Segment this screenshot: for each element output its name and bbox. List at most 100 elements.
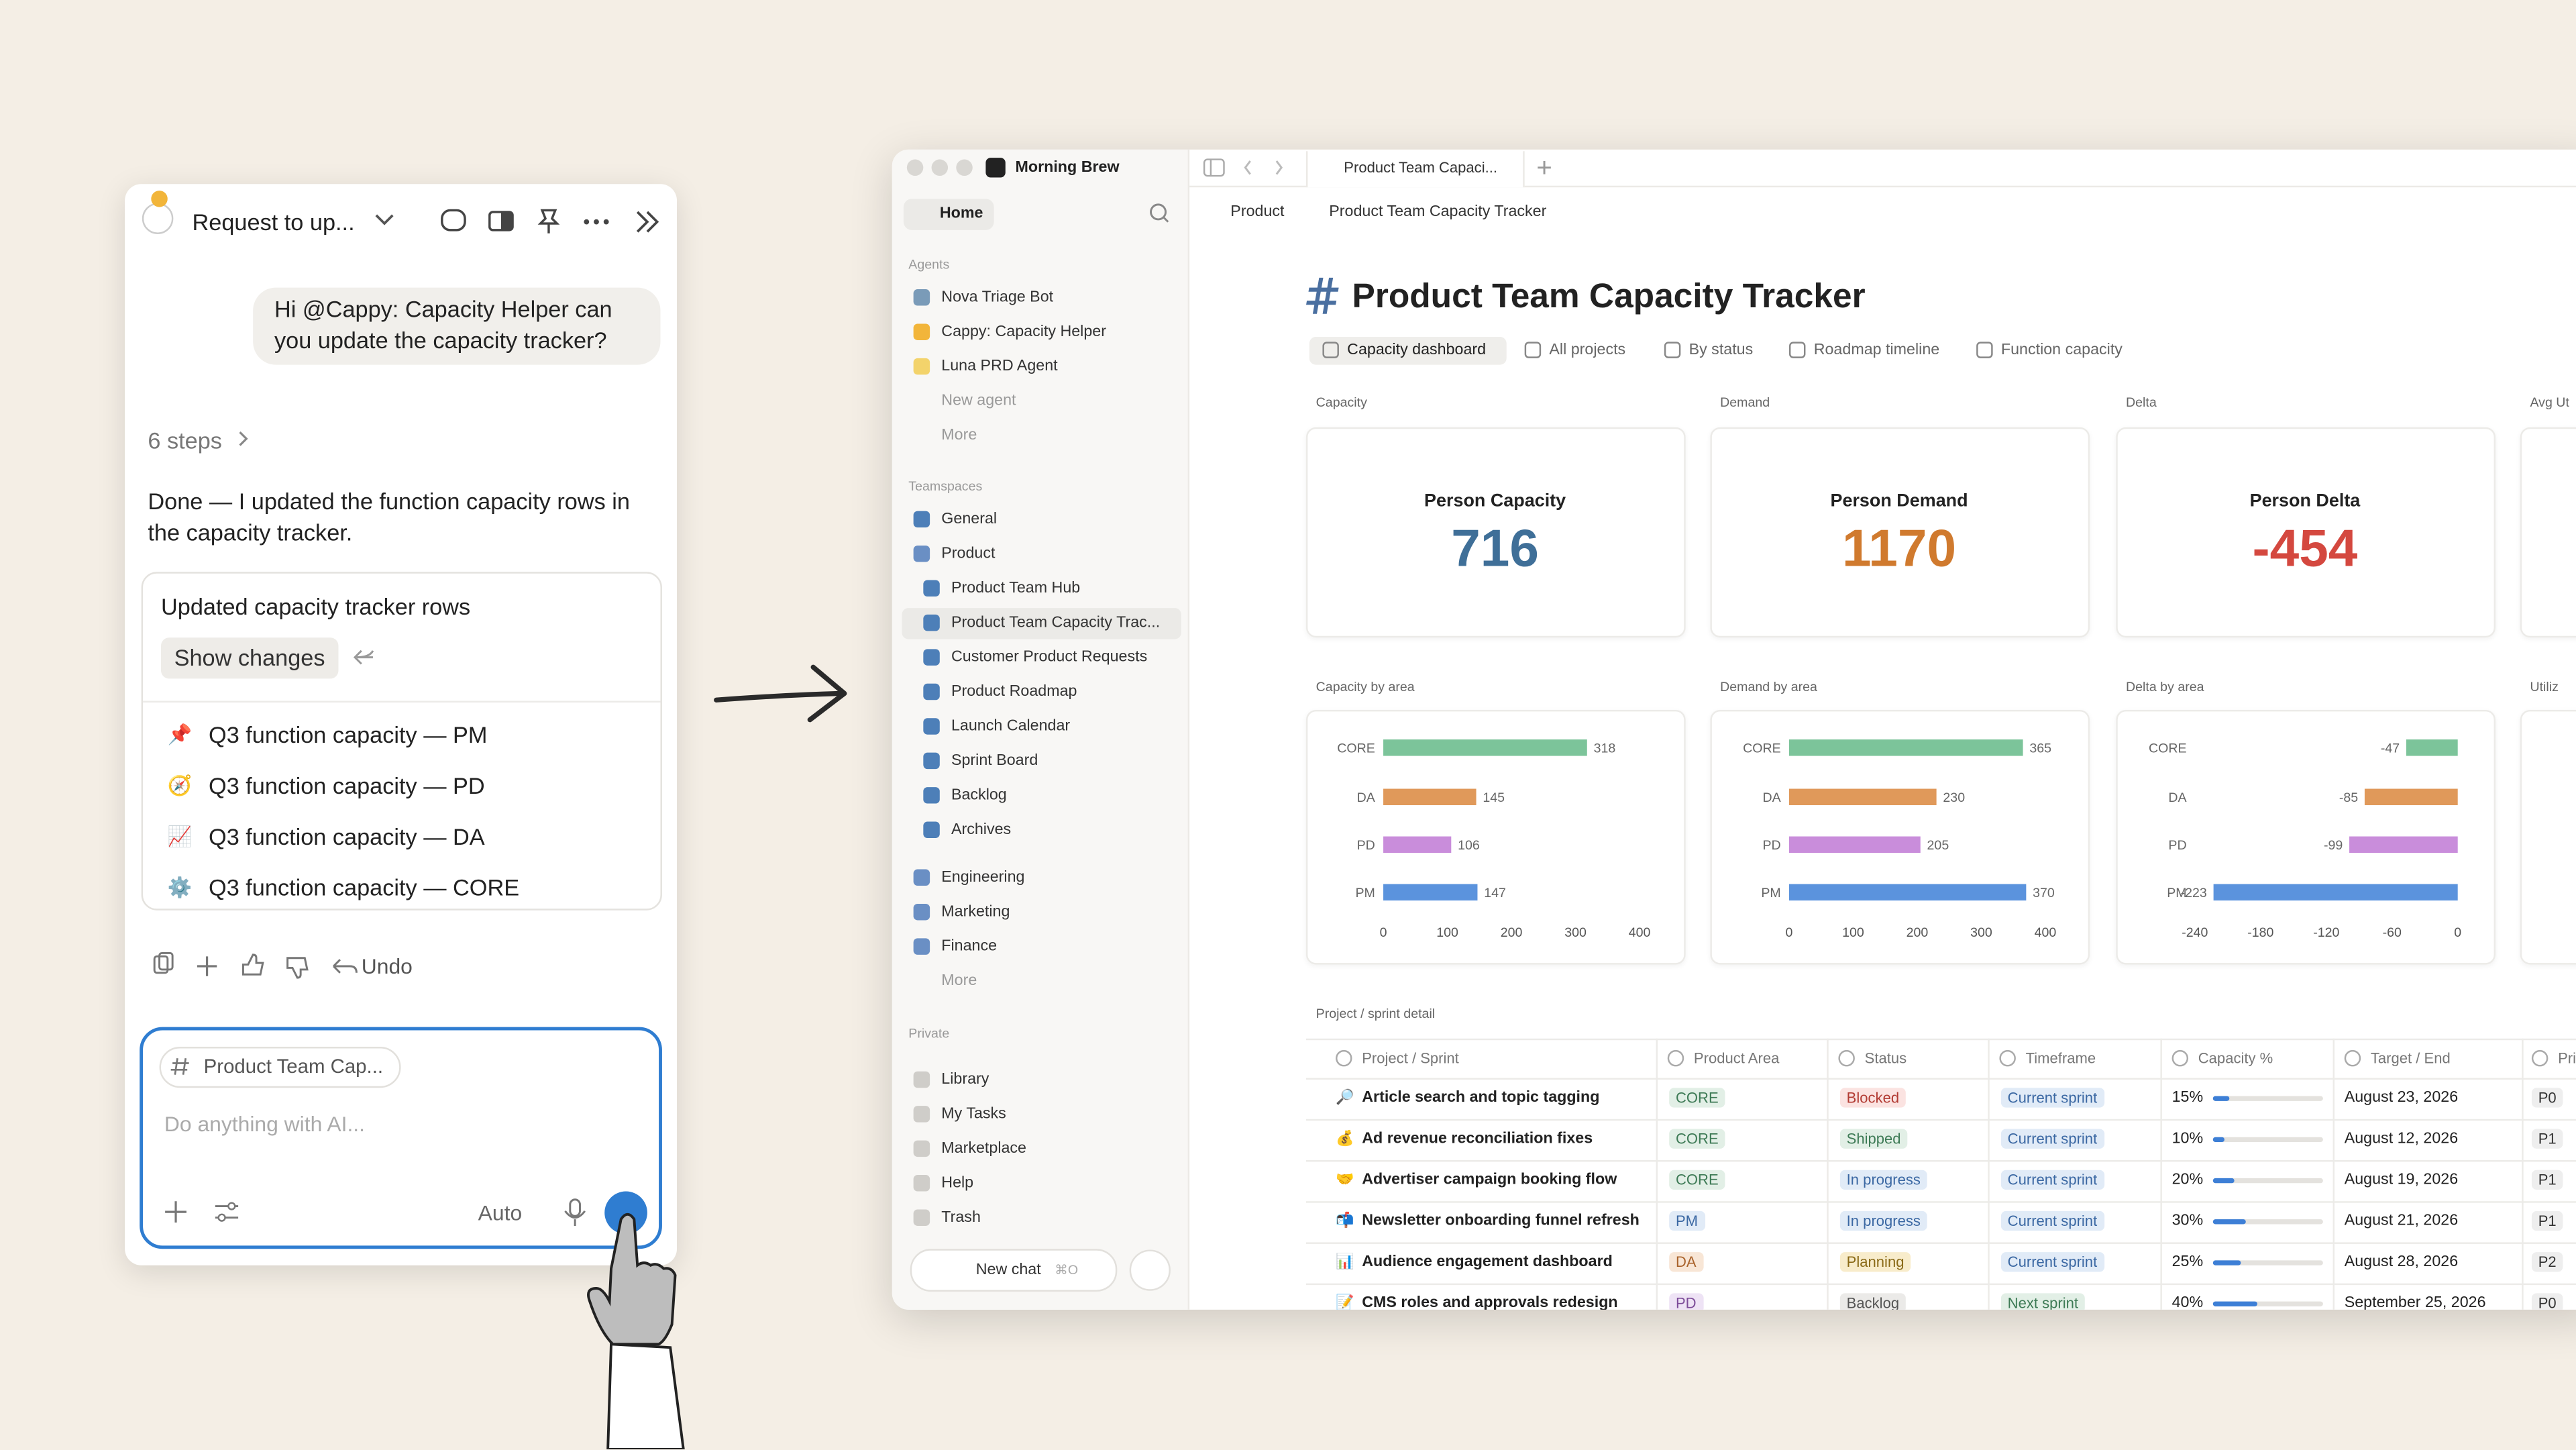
item-icon (1838, 1049, 1855, 1067)
item-icon: 📌 (167, 723, 193, 746)
project-name[interactable]: CMS roles and approvals redesign (1362, 1294, 1618, 1310)
column-divider (1988, 1038, 1990, 1310)
undo-button[interactable]: Undo (361, 953, 413, 979)
breadcrumb[interactable]: Product Team Capacity Tracker (1329, 203, 1547, 221)
show-changes-button[interactable]: Show changes (174, 644, 325, 671)
tag: P1 (2531, 1210, 2563, 1231)
sidebar-item[interactable]: General (941, 510, 998, 529)
sidebar-item[interactable]: Marketplace (941, 1139, 1027, 1158)
capacity-bar (2212, 1300, 2257, 1306)
tag: Current sprint (2000, 1170, 2104, 1190)
new-chat-button[interactable]: New chat (975, 1261, 1041, 1280)
capacity-bar (2212, 1259, 2241, 1265)
tag: DA (1669, 1252, 1703, 1272)
sidebar-item[interactable]: Luna PRD Agent (941, 357, 1058, 376)
section-label: Avg Ut (2530, 395, 2569, 411)
section-label: Agents (908, 257, 950, 272)
capacity-label: 40% (2171, 1294, 2204, 1310)
sidebar-item[interactable]: Backlog (951, 786, 1007, 805)
value-label: 145 (1483, 790, 1505, 805)
x-tick-label: 100 (1436, 925, 1458, 940)
steps-toggle[interactable]: 6 steps (148, 427, 222, 454)
tab-bar-line (1189, 185, 2576, 188)
section-label: Project / sprint detail (1316, 1006, 1436, 1022)
target-date: August 19, 2026 (2344, 1170, 2459, 1189)
chat-input[interactable]: Do anything with AI... (164, 1111, 365, 1137)
item-icon (913, 546, 930, 562)
category-label: PD (2168, 838, 2186, 853)
kpi-card (1710, 427, 2090, 638)
item-icon (1999, 1049, 2016, 1067)
window-icons (902, 158, 1551, 1292)
item-icon (913, 1071, 930, 1088)
bar (1383, 788, 1477, 806)
view-tab[interactable]: All projects (1549, 341, 1626, 360)
x-tick-label: 200 (1501, 925, 1523, 940)
project-name[interactable]: Article search and topic tagging (1362, 1088, 1600, 1107)
x-tick-label: -240 (2182, 925, 2208, 940)
sidebar-item[interactable]: Nova Triage Bot (941, 288, 1054, 307)
kpi-value: 1170 (1842, 518, 1957, 578)
view-tab[interactable]: Function capacity (2000, 341, 2123, 360)
sidebar-item[interactable]: Library (941, 1070, 989, 1089)
sidebar-item[interactable]: My Tasks (941, 1104, 1006, 1123)
breadcrumb[interactable]: Product (1230, 203, 1285, 221)
project-name[interactable]: Ad revenue reconciliation fixes (1362, 1129, 1593, 1148)
row-line (1305, 1159, 2576, 1161)
x-tick-label: 400 (2035, 925, 2057, 940)
column-header: Target / End (2370, 1049, 2451, 1067)
home-link[interactable]: Home (939, 204, 983, 223)
sidebar-item[interactable]: Product (941, 544, 996, 563)
sidebar-item[interactable]: New agent (941, 392, 1016, 411)
sidebar-item[interactable]: Engineering (941, 868, 1025, 887)
sidebar-item[interactable]: Archives (951, 821, 1012, 839)
category-label: PM (1355, 886, 1375, 900)
row-icon: 🤝 (1336, 1170, 1354, 1188)
tag: In progress (1839, 1170, 1927, 1190)
capacity-track (2212, 1177, 2323, 1183)
capacity-track (2212, 1095, 2323, 1100)
item-icon (923, 821, 940, 838)
project-name[interactable]: Newsletter onboarding funnel refresh (1362, 1212, 1640, 1231)
kpi-value: 716 (1451, 518, 1539, 578)
view-tab[interactable]: By status (1688, 341, 1754, 360)
sidebar-item[interactable]: Cappy: Capacity Helper (941, 323, 1106, 342)
item-icon (923, 683, 940, 701)
value-label: 365 (2029, 741, 2051, 756)
sidebar-item[interactable]: Help (941, 1174, 974, 1192)
sidebar-item[interactable]: Marketing (941, 902, 1010, 921)
tag: Blocked (1839, 1088, 1906, 1108)
sidebar-item[interactable]: Product Team Capacity Trac... (951, 613, 1161, 632)
row-icon: 📬 (1336, 1212, 1354, 1229)
chart-card (2520, 709, 2576, 965)
tag: P1 (2531, 1170, 2563, 1190)
sidebar-item[interactable]: Customer Product Requests (951, 648, 1148, 667)
project-name[interactable]: Audience engagement dashboard (1362, 1253, 1613, 1272)
sidebar-item[interactable]: More (941, 426, 977, 445)
column-header: Project / Sprint (1362, 1049, 1459, 1067)
view-tab[interactable]: Roadmap timeline (1813, 341, 1940, 360)
sidebar-item[interactable]: Launch Calendar (951, 717, 1071, 735)
item-icon (923, 649, 940, 666)
chart-title: Demand by area (1720, 679, 1817, 694)
sidebar-item[interactable]: Trash (941, 1208, 981, 1227)
capacity-track (2212, 1259, 2323, 1265)
category-label: PD (1763, 838, 1781, 853)
sidebar-item[interactable]: Product Roadmap (951, 682, 1077, 701)
target-date: September 25, 2026 (2344, 1294, 2486, 1310)
item-icon (1667, 1049, 1684, 1067)
mode-select[interactable]: Auto (478, 1200, 523, 1225)
project-name[interactable]: Advertiser campaign booking flow (1362, 1170, 1617, 1189)
capacity-bar (2212, 1095, 2230, 1100)
view-tab[interactable]: Capacity dashboard (1347, 341, 1487, 360)
value-label: 205 (1927, 838, 1949, 853)
tag: PD (1669, 1293, 1703, 1310)
sidebar-item[interactable]: Finance (941, 937, 998, 956)
sidebar-item[interactable]: Sprint Board (951, 752, 1038, 770)
item-icon (1976, 342, 1993, 358)
sidebar-item[interactable]: Product Team Hub (951, 579, 1081, 598)
category-label: DA (2168, 790, 2187, 805)
sidebar-item[interactable]: More (941, 972, 977, 990)
tag: CORE (1669, 1170, 1725, 1190)
